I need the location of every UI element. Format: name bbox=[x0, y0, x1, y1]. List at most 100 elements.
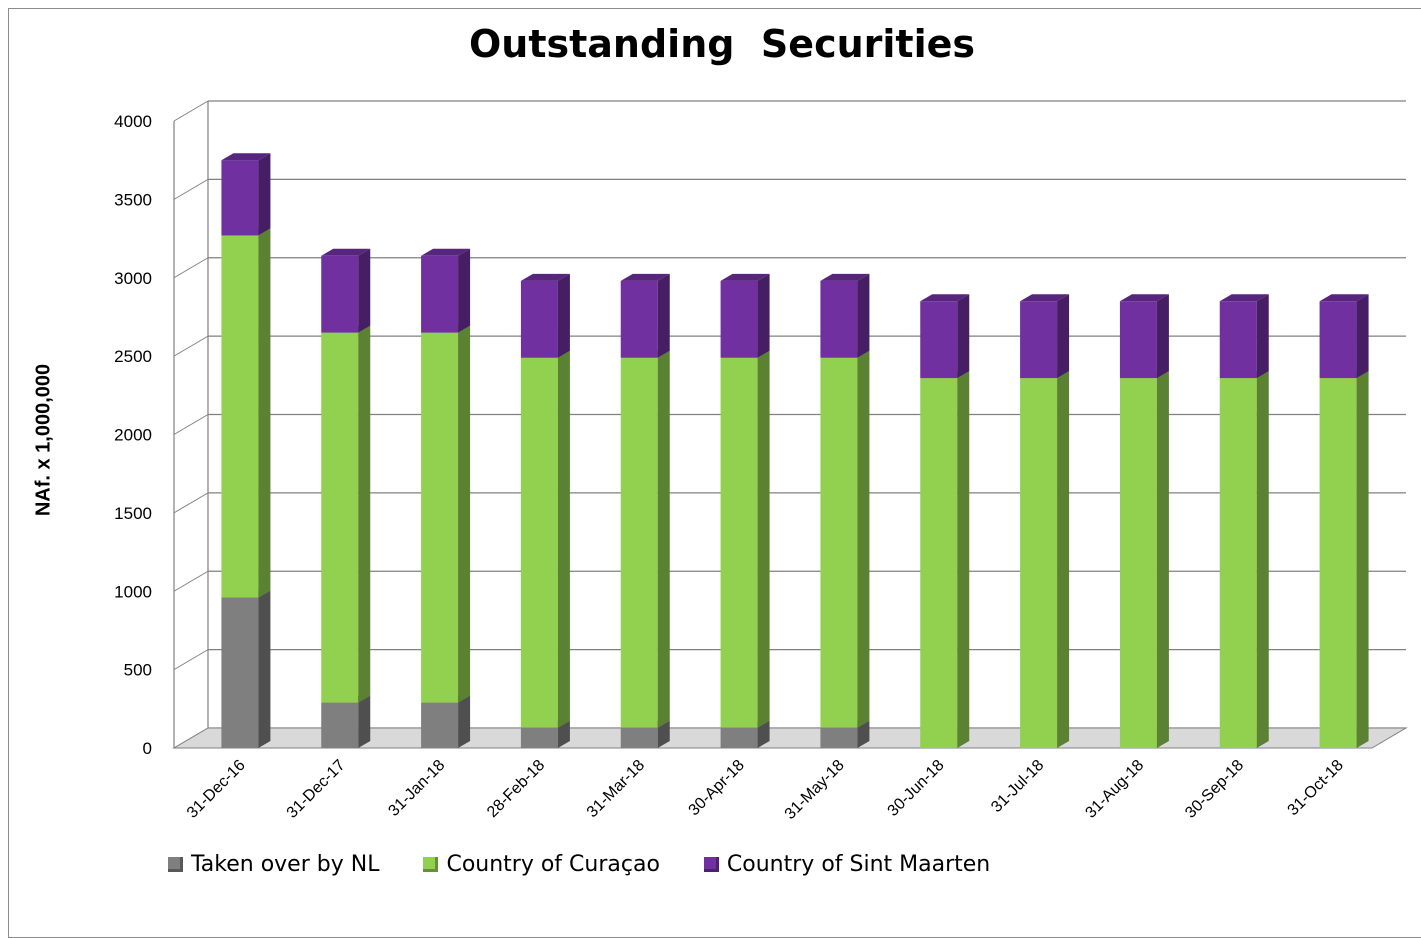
bar-segment-side bbox=[1256, 371, 1269, 748]
gridline-side bbox=[173, 570, 209, 592]
gridline-side bbox=[173, 100, 209, 122]
bar-segment-side bbox=[557, 350, 570, 728]
bar-segment-top bbox=[920, 294, 970, 302]
bar-segment bbox=[920, 301, 958, 379]
bar-segment bbox=[1020, 301, 1058, 379]
bar-segment-side bbox=[957, 294, 970, 379]
y-tick-label: 3000 bbox=[114, 269, 152, 288]
gridline-side bbox=[173, 335, 209, 357]
bar-segment bbox=[720, 727, 758, 748]
bar-segment-side bbox=[358, 695, 371, 748]
chart-legend: Taken over by NL Country of Curaçao Coun… bbox=[168, 852, 1034, 877]
bar-segment-top bbox=[1319, 294, 1369, 302]
bar-segment-top bbox=[321, 248, 371, 256]
bar-segment-side bbox=[657, 720, 670, 748]
legend-swatch bbox=[703, 857, 719, 872]
bar-segment bbox=[221, 597, 259, 748]
gridline-side bbox=[173, 649, 209, 671]
bar-segment-top bbox=[620, 273, 670, 281]
bar-segment-top bbox=[1020, 294, 1070, 302]
y-tick-label: 2500 bbox=[114, 347, 152, 366]
bar-segment-top bbox=[820, 273, 870, 281]
x-tick-label: 31-Jul-18 bbox=[988, 757, 1047, 816]
gridline-side bbox=[173, 178, 209, 200]
chart-title: Outstanding Securities bbox=[468, 22, 975, 66]
bar-segment bbox=[820, 280, 858, 358]
bar-segment-side bbox=[857, 273, 870, 358]
bar-segment bbox=[620, 357, 658, 728]
x-tick-label: 31-Aug-18 bbox=[1082, 757, 1147, 822]
bar-segment-top bbox=[221, 153, 271, 161]
x-tick-label: 31-Dec-17 bbox=[284, 757, 349, 822]
y-tick-label: 2000 bbox=[114, 426, 152, 445]
bar-segment-side bbox=[458, 248, 471, 333]
bar-segment-side bbox=[258, 228, 271, 598]
gridline-side bbox=[173, 257, 209, 279]
bar-segment bbox=[321, 702, 359, 748]
bar-segment-side bbox=[1057, 294, 1070, 379]
bar-segment-side bbox=[957, 371, 970, 748]
bar-segment bbox=[820, 727, 858, 748]
bar-segment-side bbox=[458, 325, 471, 703]
bar-segment bbox=[620, 727, 658, 748]
legend-label: Country of Curaçao bbox=[446, 852, 660, 877]
bar-segment bbox=[221, 235, 259, 598]
legend-label: Country of Sint Maarten bbox=[726, 852, 991, 877]
legend-item-sint-maarten: Country of Sint Maarten bbox=[703, 852, 991, 877]
bar-segment bbox=[1319, 301, 1357, 379]
bar-segment-top bbox=[520, 273, 570, 281]
legend-item-curacao: Country of Curaçao bbox=[423, 852, 660, 877]
bar-segment-side bbox=[857, 350, 870, 728]
bar-segment bbox=[820, 357, 858, 728]
bar-segment-side bbox=[657, 350, 670, 728]
bar-segment-side bbox=[757, 350, 770, 728]
gridline-side bbox=[173, 414, 209, 435]
x-tick-label: 31-Dec-16 bbox=[184, 757, 249, 822]
bar-segment-side bbox=[258, 590, 271, 748]
bar-segment-top bbox=[1219, 294, 1269, 302]
bar-segment-top bbox=[421, 248, 471, 256]
legend-swatch bbox=[423, 857, 439, 872]
bar-segment-side bbox=[358, 325, 371, 703]
x-tick-label: 30-Sep-18 bbox=[1182, 757, 1247, 822]
bar-segment bbox=[421, 332, 459, 703]
bar-segment-side bbox=[258, 153, 271, 236]
bar-segment bbox=[620, 280, 658, 358]
bar-segment-side bbox=[657, 273, 670, 358]
bar-segment-side bbox=[1356, 371, 1369, 748]
y-tick-label: 1000 bbox=[114, 582, 152, 601]
bar-segment bbox=[520, 357, 558, 728]
legend-item-taken-over: Taken over by NL bbox=[168, 852, 379, 877]
x-tick-label: 30-Apr-18 bbox=[686, 757, 748, 819]
x-tick-label: 28-Feb-18 bbox=[484, 757, 548, 821]
bar-segment-side bbox=[557, 273, 570, 358]
bar-segment bbox=[321, 332, 359, 703]
bar-segment-side bbox=[1256, 294, 1269, 379]
x-tick-label: 31-May-18 bbox=[782, 757, 848, 823]
chart-floor bbox=[172, 727, 1408, 749]
bar-segment bbox=[520, 727, 558, 748]
bar-segment-side bbox=[1156, 294, 1169, 379]
y-tick-label: 0 bbox=[143, 739, 152, 758]
bar-segment bbox=[720, 280, 758, 358]
bar-segment bbox=[920, 378, 958, 748]
bar-segment bbox=[1219, 301, 1257, 379]
bar-segment-side bbox=[458, 695, 471, 748]
bar-segment-side bbox=[1057, 371, 1070, 748]
bar-segment bbox=[720, 357, 758, 728]
bar-segment bbox=[321, 255, 359, 333]
y-tick-label: 3500 bbox=[114, 190, 152, 209]
bar-segment-side bbox=[358, 248, 371, 333]
x-tick-label: 31-Mar-18 bbox=[584, 757, 648, 821]
bar-segment bbox=[1119, 301, 1157, 379]
bar-segment bbox=[221, 160, 259, 236]
gridline-side bbox=[173, 492, 209, 514]
bar-segment-side bbox=[1156, 371, 1169, 748]
x-tick-label: 30-Jun-18 bbox=[885, 757, 948, 820]
bar-segment bbox=[421, 702, 459, 748]
bar-segment-side bbox=[1356, 294, 1369, 379]
bar-segment-side bbox=[557, 720, 570, 748]
bar-segment bbox=[1319, 378, 1357, 748]
x-tick-label: 31-Jan-18 bbox=[385, 757, 448, 820]
